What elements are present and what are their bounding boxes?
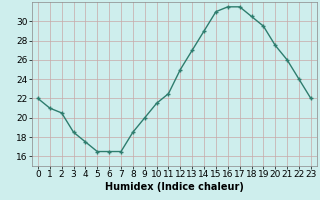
- X-axis label: Humidex (Indice chaleur): Humidex (Indice chaleur): [105, 182, 244, 192]
